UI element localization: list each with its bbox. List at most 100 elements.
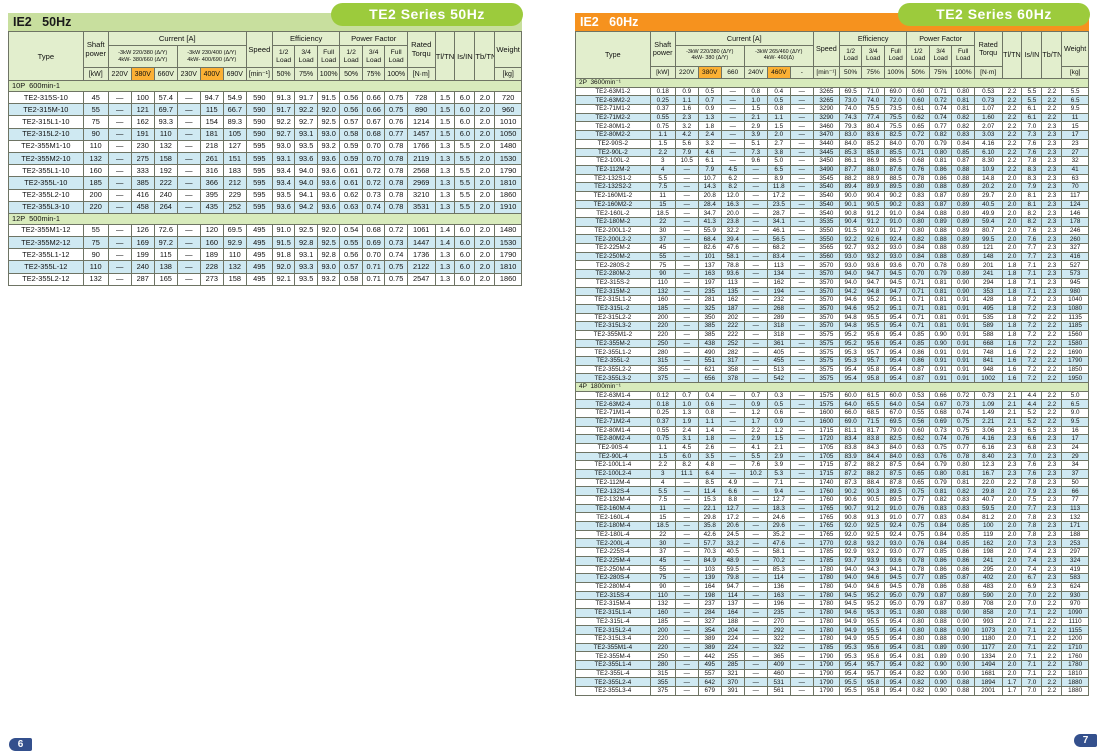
value-cell: — [789, 573, 814, 583]
value-cell: — [674, 495, 699, 505]
value-cell: 3570 [812, 312, 840, 323]
value-cell: 2.0 [1001, 521, 1023, 531]
value-cell: — [720, 460, 745, 470]
value-cell: 322 [766, 634, 791, 644]
eff-half-load: 1/2 Load [838, 45, 863, 67]
table-row: TE2-355M-4 250—442 255—365—1790 95.3 95.6 95.… [575, 651, 1089, 662]
value-cell: 29.8 [697, 512, 722, 523]
value-cell: 7.0 [1021, 451, 1043, 462]
type-cell: TE2-315S-4 [575, 590, 651, 601]
value-cell: 95.2 [861, 590, 885, 601]
value-cell: 110 [153, 127, 178, 141]
value-cell: — [176, 248, 201, 262]
value-cell: 183 [222, 164, 247, 178]
value-cell: 110 [222, 248, 247, 262]
value-cell: 0.67 [361, 115, 386, 129]
value-cell: 1705 [812, 451, 840, 462]
value-cell: 1.5 [766, 434, 791, 444]
value-cell: 2.3 [1041, 164, 1063, 175]
value-cell: 72.0 [883, 95, 908, 106]
value-cell: 93.2 [316, 139, 341, 153]
value-cell: 2.0 [474, 103, 496, 117]
value-cell: 0.86 [928, 581, 953, 592]
value-cell: 91.2 [861, 503, 885, 514]
type-cell: TE2-250M-4 [575, 564, 651, 575]
value-cell: 11 [1061, 112, 1089, 123]
value-cell: 355 [649, 364, 676, 375]
value-cell: 2.07 [973, 121, 1003, 132]
value-cell: — [789, 182, 814, 192]
value-cell: 0.88 [951, 686, 975, 696]
value-cell: 94.9 [838, 625, 863, 635]
value-cell: 91.0 [883, 512, 908, 523]
value-cell: 358 [720, 364, 745, 375]
type-cell: TE2-132S1-2 [575, 173, 651, 184]
value-cell: 113 [766, 260, 791, 271]
value-cell: 2.0 [1001, 182, 1023, 192]
value-cell: 0.25 [649, 95, 676, 106]
value-cell: 3575 [812, 347, 840, 357]
value-cell: 3265 [812, 86, 840, 97]
value-cell: 93.6 [883, 555, 908, 566]
value-cell: 0.90 [951, 607, 975, 618]
value-cell: 0.71 [928, 86, 953, 97]
value-cell: 2.3 [1001, 460, 1023, 470]
value-cell: 90.7 [838, 503, 863, 514]
value-cell: — [743, 364, 768, 375]
value-cell: 1.2 [743, 408, 768, 418]
value-cell: 93.2 [861, 243, 885, 253]
value-cell: 12.0 [720, 190, 745, 201]
current-group1-line2: 4kW- 380/660 (Δ/Y) [118, 56, 168, 63]
value-cell: 94.5 [838, 590, 863, 601]
value-cell: 95.8 [861, 364, 885, 375]
value-cell: 7.1 [1021, 668, 1043, 679]
value-cell: 0.89 [951, 190, 975, 201]
value-cell: 93.6 [316, 151, 341, 166]
value-cell: 0.84 [928, 529, 953, 540]
value-cell: 0.89 [951, 208, 975, 218]
value-cell: 1.60 [973, 112, 1003, 123]
value-cell: 95.4 [883, 651, 908, 662]
value-cell: 132 [649, 599, 676, 609]
value-cell: 0.81 [928, 295, 953, 305]
value-cell: 0.71 [906, 312, 930, 323]
value-cell: 83.4 [838, 434, 863, 444]
value-cell: 858 [973, 607, 1003, 618]
value-cell: 121 [973, 243, 1003, 253]
value-cell: 0.37 [649, 104, 676, 114]
value-cell: 0.86 [928, 164, 953, 175]
type-cell: TE2-355L3-10 [8, 200, 84, 214]
value-cell: 91.5 [838, 225, 863, 236]
value-cell: 28.7 [766, 208, 791, 218]
value-cell: 7.1 [1021, 651, 1043, 662]
col-header-efficiency: Efficiency [838, 31, 908, 46]
value-cell: 7.2 [1021, 312, 1043, 323]
table-row: TE2-225S-4 37—70.3 40.5—58.1—1785 92.9 93.2 9… [575, 547, 1089, 557]
value-cell: — [176, 103, 201, 117]
table-row: TE2-90L-4 1.5 6.0 3.5—5.5 2.9—1705 83.9 84.4 84… [575, 451, 1089, 462]
value-cell: 1780 [812, 590, 840, 601]
value-cell: 2.0 [1001, 668, 1023, 679]
value-cell: 94.7 [883, 286, 908, 297]
value-cell: 0.75 [928, 442, 953, 453]
value-cell: 95.1 [883, 303, 908, 314]
value-cell: 92.9 [838, 547, 863, 557]
value-cell: 0.90 [951, 660, 975, 670]
value-cell: 95.7 [861, 668, 885, 679]
value-cell: 81.1 [838, 425, 863, 436]
value-cell: 0.90 [928, 338, 953, 349]
value-cell: 1090 [1061, 607, 1089, 618]
value-cell: 0.86 [951, 564, 975, 575]
value-cell: 0.80 [951, 86, 975, 97]
value-cell: — [789, 634, 814, 644]
value-cell: 85.8 [861, 147, 885, 158]
value-cell: — [743, 573, 768, 583]
load-frac: 1/2 [278, 49, 289, 57]
torque-line2: Torqu [411, 48, 431, 58]
value-cell: 59.4 [973, 217, 1003, 227]
pct-50: 50% [906, 66, 930, 79]
value-cell: — [789, 686, 814, 696]
value-cell: — [674, 329, 699, 340]
value-cell: — [789, 425, 814, 436]
value-cell: 160 [649, 607, 676, 618]
